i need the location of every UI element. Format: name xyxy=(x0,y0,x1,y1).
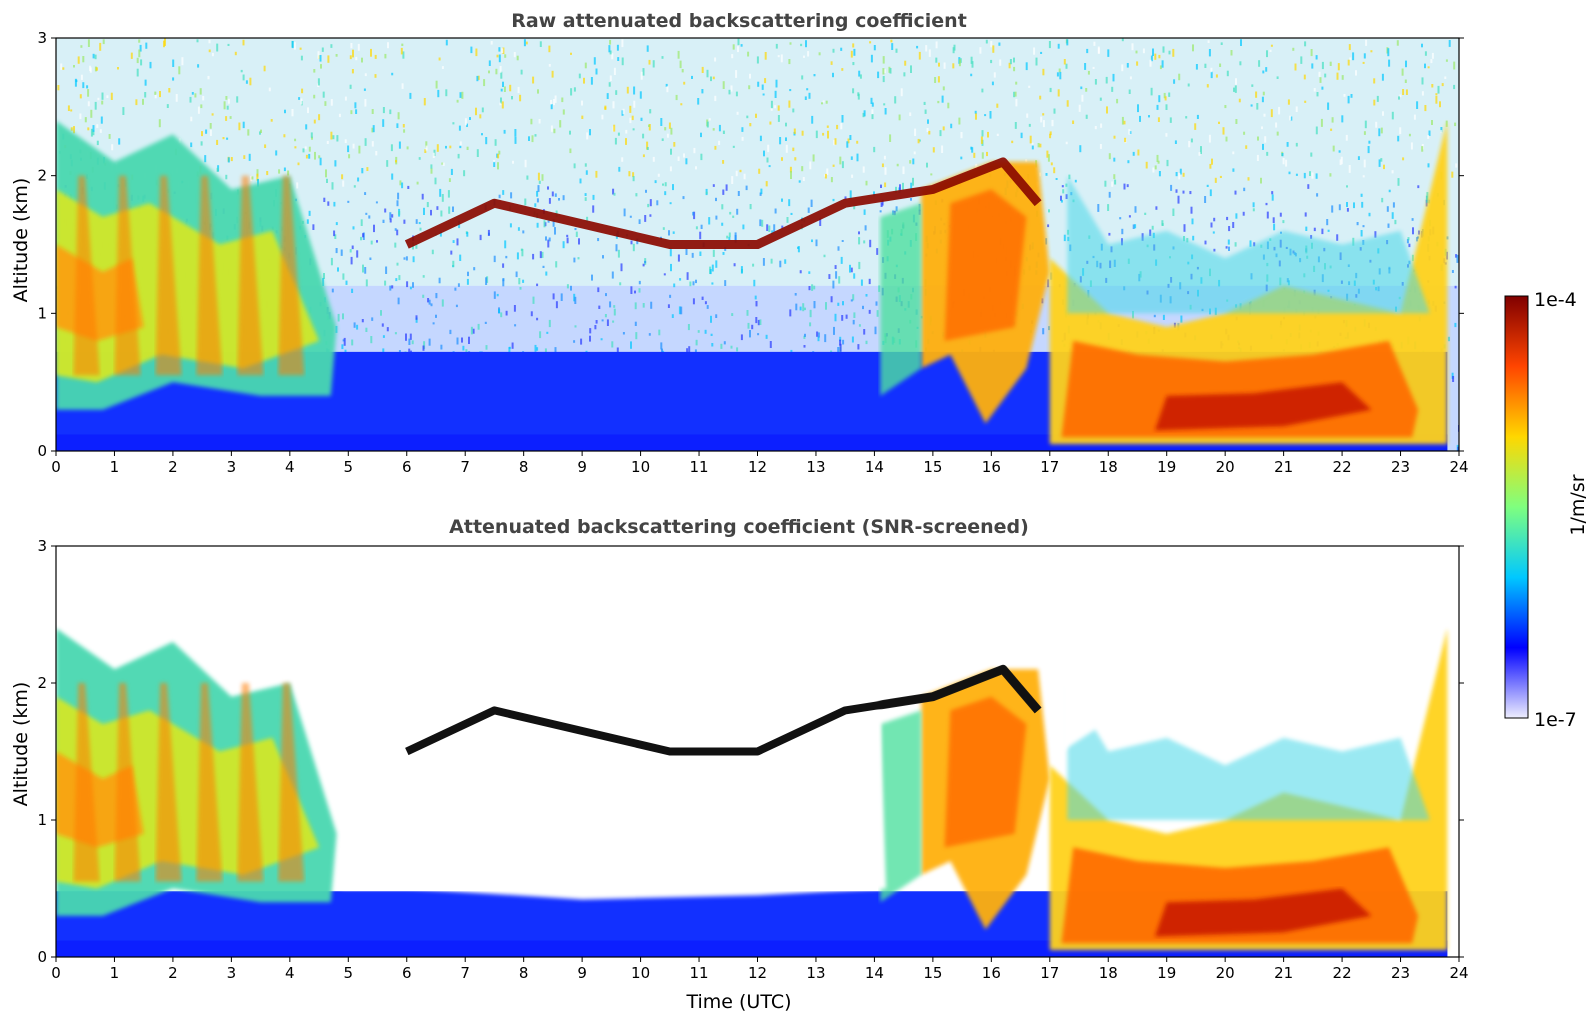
y-tick-label: 3 xyxy=(37,537,47,555)
aerosol-plume xyxy=(1067,683,1430,820)
y-tick-label: 2 xyxy=(37,674,47,692)
x-tick-label: 21 xyxy=(1274,964,1293,982)
x-tick-label: 3 xyxy=(227,458,237,476)
x-tick-label: 7 xyxy=(460,964,470,982)
x-tick-label: 14 xyxy=(865,964,884,982)
x-tick-label: 17 xyxy=(1040,458,1059,476)
aerosol-streak xyxy=(196,175,223,376)
x-tick-label: 5 xyxy=(344,458,354,476)
x-tick-label: 19 xyxy=(1157,458,1176,476)
x-tick-label: 10 xyxy=(631,458,650,476)
y-axis-label: Altitude (km) xyxy=(10,178,32,303)
x-tick-label: 0 xyxy=(51,964,61,982)
x-tick-label: 6 xyxy=(402,964,412,982)
aerosol-streak xyxy=(73,683,100,882)
colorbar-min-label: 1e-7 xyxy=(1534,709,1577,731)
aerosol-streak xyxy=(237,175,264,376)
x-tick-label: 20 xyxy=(1216,458,1235,476)
aerosol-plume xyxy=(1155,888,1372,937)
x-tick-label: 16 xyxy=(982,458,1001,476)
aerosol-plume xyxy=(944,696,1027,848)
aerosol-streak xyxy=(237,683,264,882)
plot-area: 0 1 2 3 4 5 6 7 8 9 10 11 12 13 14 15 16 17 18 19 20 21 22 23 24… xyxy=(37,537,1468,982)
x-tick-label: 12 xyxy=(748,458,767,476)
x-tick-label: 2 xyxy=(168,964,178,982)
x-tick-label: 22 xyxy=(1333,458,1352,476)
heatmap-image xyxy=(56,546,1459,957)
x-tick-label: 4 xyxy=(285,458,295,476)
aerosol-plume xyxy=(1155,382,1372,431)
x-axis-label: Time (UTC) xyxy=(685,991,791,1013)
x-tick-label: 8 xyxy=(519,964,529,982)
screened-region xyxy=(1061,559,1448,752)
aerosol-plume xyxy=(944,189,1027,341)
x-tick-label: 24 xyxy=(1449,964,1468,982)
x-tick-label: 18 xyxy=(1099,964,1118,982)
x-tick-label: 11 xyxy=(689,964,708,982)
aerosol-streak xyxy=(196,683,223,882)
y-tick-label: 0 xyxy=(37,948,47,966)
x-tick-label: 14 xyxy=(865,458,884,476)
x-tick-label: 23 xyxy=(1391,458,1410,476)
y-axis-label: Altitude (km) xyxy=(10,682,32,807)
plot-area: 0 1 2 3 4 5 6 7 8 9 10 11 12 13 14 15 16 17 18 19 20 21 22 23 24… xyxy=(37,29,1468,476)
aerosol-streak xyxy=(73,175,100,376)
aerosol-streak xyxy=(114,175,141,376)
y-tick-label: 3 xyxy=(37,29,47,47)
x-tick-label: 1 xyxy=(110,458,120,476)
x-tick-label: 11 xyxy=(689,458,708,476)
x-tick-label: 4 xyxy=(285,964,295,982)
panel-raw: Raw attenuated backscattering coefficien… xyxy=(10,10,1469,476)
aerosol-plume xyxy=(1067,175,1430,314)
cloud-layer xyxy=(404,157,1042,249)
cloud-layer xyxy=(405,665,1042,756)
colorbar-gradient xyxy=(1504,295,1529,719)
y-tick-label: 1 xyxy=(37,304,47,322)
x-tick-label: 23 xyxy=(1391,964,1410,982)
aerosol-streak xyxy=(155,683,182,882)
aerosol-streak xyxy=(278,683,305,882)
x-tick-label: 8 xyxy=(519,458,529,476)
panel-screened: Attenuated backscattering coefficient (S… xyxy=(10,516,1469,1013)
chart-title: Attenuated backscattering coefficient (S… xyxy=(449,516,1029,538)
x-tick-label: 10 xyxy=(631,964,650,982)
aerosol-plume xyxy=(880,203,922,396)
aerosol-plume xyxy=(880,710,922,903)
x-tick-label: 7 xyxy=(460,458,470,476)
x-tick-label: 2 xyxy=(168,458,178,476)
x-tick-label: 0 xyxy=(51,458,61,476)
y-tick-label: 2 xyxy=(37,167,47,185)
x-tick-label: 20 xyxy=(1216,964,1235,982)
x-tick-label: 13 xyxy=(806,458,825,476)
screened-region xyxy=(342,559,887,900)
x-tick-label: 18 xyxy=(1099,458,1118,476)
x-tick-label: 15 xyxy=(923,964,942,982)
heatmap-image xyxy=(56,38,1459,451)
colorbar: 1e-4 1e-7 1/m/sr xyxy=(1504,289,1589,731)
x-tick-label: 6 xyxy=(402,458,412,476)
x-tick-label: 17 xyxy=(1040,964,1059,982)
x-tick-label: 9 xyxy=(577,458,587,476)
colorbar-max-label: 1e-4 xyxy=(1534,289,1577,311)
aerosol-streak xyxy=(114,683,141,882)
x-tick-label: 22 xyxy=(1333,964,1352,982)
x-tick-label: 1 xyxy=(110,964,120,982)
x-tick-label: 24 xyxy=(1449,458,1468,476)
aerosol-streak xyxy=(155,175,182,376)
y-tick-label: 1 xyxy=(37,811,47,829)
aerosol-streak xyxy=(278,175,305,376)
x-tick-label: 3 xyxy=(227,964,237,982)
x-tick-label: 15 xyxy=(923,458,942,476)
y-tick-label: 0 xyxy=(37,442,47,460)
x-tick-label: 21 xyxy=(1274,458,1293,476)
x-tick-label: 19 xyxy=(1157,964,1176,982)
x-tick-label: 9 xyxy=(577,964,587,982)
colorbar-unit-label: 1/m/sr xyxy=(1567,474,1589,535)
chart-title: Raw attenuated backscattering coefficien… xyxy=(511,10,967,32)
x-tick-label: 5 xyxy=(344,964,354,982)
x-tick-label: 16 xyxy=(982,964,1001,982)
x-tick-label: 12 xyxy=(748,964,767,982)
x-tick-label: 13 xyxy=(806,964,825,982)
